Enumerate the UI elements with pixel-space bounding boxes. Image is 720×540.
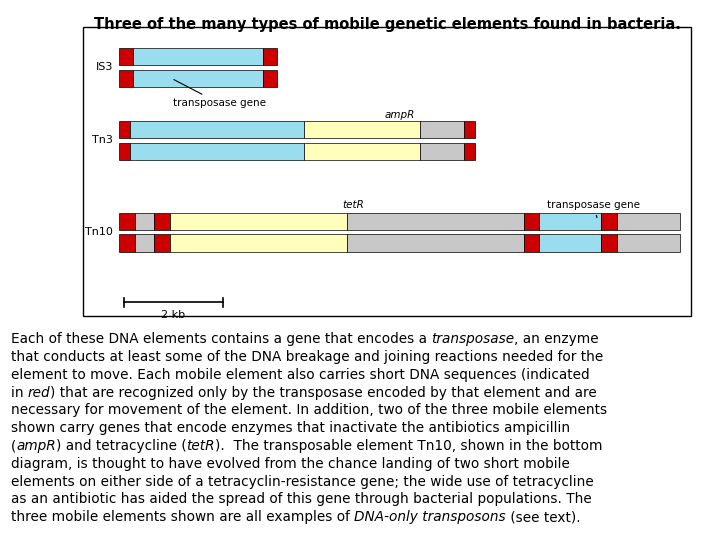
Bar [119, 234, 135, 252]
Text: three mobile elements shown are all examples of: three mobile elements shown are all exam… [11, 510, 354, 524]
Text: that conducts at least some of the DNA breakage and joining reactions needed for: that conducts at least some of the DNA b… [11, 350, 603, 364]
Bar [154, 234, 170, 252]
Text: , an enzyme: , an enzyme [514, 332, 599, 346]
Bar [347, 213, 523, 230]
Bar [133, 70, 263, 87]
Bar [539, 234, 601, 252]
Bar [119, 121, 130, 138]
Text: in: in [11, 386, 28, 400]
Bar [601, 234, 617, 252]
Bar [523, 213, 539, 230]
Text: ) that are recognized only by the transposase encoded by that element and are: ) that are recognized only by the transp… [50, 386, 597, 400]
Bar [420, 143, 464, 160]
Bar [617, 213, 680, 230]
Text: tetR: tetR [186, 439, 215, 453]
Text: transposase gene: transposase gene [547, 200, 640, 218]
Text: red: red [28, 386, 50, 400]
Text: DNA-only transposons: DNA-only transposons [354, 510, 505, 524]
Bar [119, 213, 135, 230]
Bar [170, 234, 347, 252]
Bar [130, 143, 304, 160]
Text: as an antibiotic has aided the spread of this gene through bacterial populations: as an antibiotic has aided the spread of… [11, 492, 592, 507]
Bar [304, 121, 420, 138]
Bar [135, 234, 154, 252]
Bar [83, 27, 691, 316]
Text: ).  The transposable element Tn10, shown in the bottom: ). The transposable element Tn10, shown … [215, 439, 603, 453]
Bar [304, 143, 420, 160]
Bar [154, 213, 170, 230]
Bar [601, 213, 617, 230]
Bar [523, 234, 539, 252]
Text: IS3: IS3 [96, 63, 113, 72]
Text: transposase gene: transposase gene [173, 79, 266, 109]
Bar [420, 121, 464, 138]
Bar [539, 213, 601, 230]
Text: ) and tetracycline (: ) and tetracycline ( [56, 439, 186, 453]
Text: Tn3: Tn3 [92, 136, 113, 145]
Bar [263, 70, 277, 87]
Text: transposase: transposase [431, 332, 514, 346]
Text: element to move. Each mobile element also carries short DNA sequences (indicated: element to move. Each mobile element als… [11, 368, 590, 382]
Text: tetR: tetR [342, 199, 364, 210]
Text: Each of these DNA elements contains a gene that encodes a: Each of these DNA elements contains a ge… [11, 332, 431, 346]
Text: Tn10: Tn10 [85, 227, 113, 237]
Text: (see text).: (see text). [505, 510, 580, 524]
Text: necessary for movement of the element. In addition, two of the three mobile elem: necessary for movement of the element. I… [11, 403, 607, 417]
Bar [130, 121, 304, 138]
Bar [119, 70, 133, 87]
Bar [347, 234, 523, 252]
Text: shown carry genes that encode enzymes that inactivate the antibiotics ampicillin: shown carry genes that encode enzymes th… [11, 421, 570, 435]
Bar [133, 48, 263, 65]
Text: (: ( [11, 439, 16, 453]
Text: 2 kb: 2 kb [161, 310, 186, 320]
Text: Three of the many types of mobile genetic elements found in bacteria.: Three of the many types of mobile geneti… [94, 17, 681, 32]
Bar [119, 143, 130, 160]
Bar [135, 213, 154, 230]
Bar [119, 48, 133, 65]
Bar [617, 234, 680, 252]
Text: diagram, is thought to have evolved from the chance landing of two short mobile: diagram, is thought to have evolved from… [11, 457, 570, 471]
Bar [464, 143, 475, 160]
Text: ampR: ampR [384, 110, 415, 120]
Text: ampR: ampR [16, 439, 56, 453]
Text: elements on either side of a tetracyclin-resistance gene; the wide use of tetrac: elements on either side of a tetracyclin… [11, 475, 593, 489]
Bar [464, 121, 475, 138]
Bar [170, 213, 347, 230]
Bar [263, 48, 277, 65]
